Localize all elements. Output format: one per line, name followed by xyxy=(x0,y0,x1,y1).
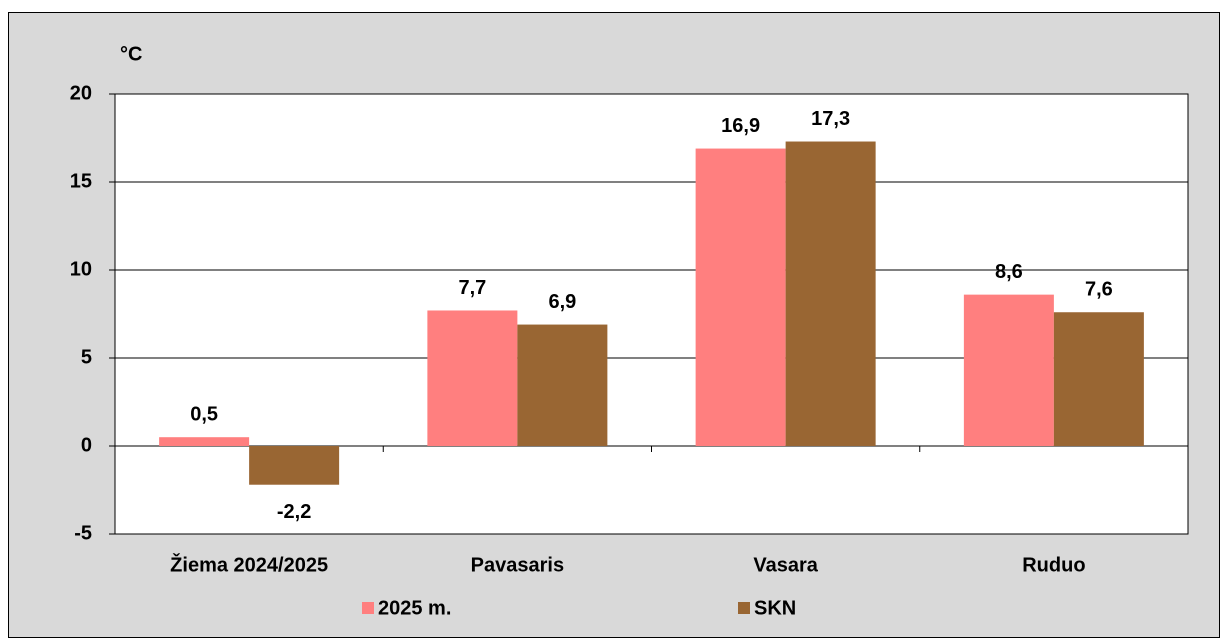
bar xyxy=(695,148,786,446)
y-tick-label: 10 xyxy=(70,258,92,280)
x-tick-label: Žiema 2024/2025 xyxy=(170,552,328,576)
x-tick-label: Ruduo xyxy=(1022,554,1085,576)
bar xyxy=(159,437,250,446)
data-label: -2,2 xyxy=(277,501,311,523)
y-tick-label: 0 xyxy=(81,434,92,456)
bar xyxy=(249,446,340,485)
y-tick-label: -5 xyxy=(74,522,92,544)
bar xyxy=(1053,312,1144,446)
data-label: 17,3 xyxy=(811,108,850,130)
data-label: 6,9 xyxy=(548,291,576,313)
data-label: 16,9 xyxy=(721,115,760,137)
bar xyxy=(517,324,608,446)
data-label: 7,6 xyxy=(1085,279,1113,301)
legend-label: SKN xyxy=(754,597,796,619)
y-tick-label: 20 xyxy=(70,82,92,104)
y-tick-label: 5 xyxy=(81,346,92,368)
data-label: 7,7 xyxy=(458,277,486,299)
legend-swatch xyxy=(738,602,750,614)
bar xyxy=(427,310,518,446)
y-tick-label: 15 xyxy=(70,170,92,192)
legend-swatch xyxy=(362,602,374,614)
data-label: 8,6 xyxy=(995,261,1023,283)
x-tick-label: Pavasaris xyxy=(471,554,564,576)
bar xyxy=(963,294,1054,446)
y-axis-label: °C xyxy=(120,43,142,65)
data-label: 0,5 xyxy=(190,403,218,425)
bar xyxy=(785,141,876,446)
legend-label: 2025 m. xyxy=(378,597,451,619)
x-tick-label: Vasara xyxy=(753,554,818,576)
